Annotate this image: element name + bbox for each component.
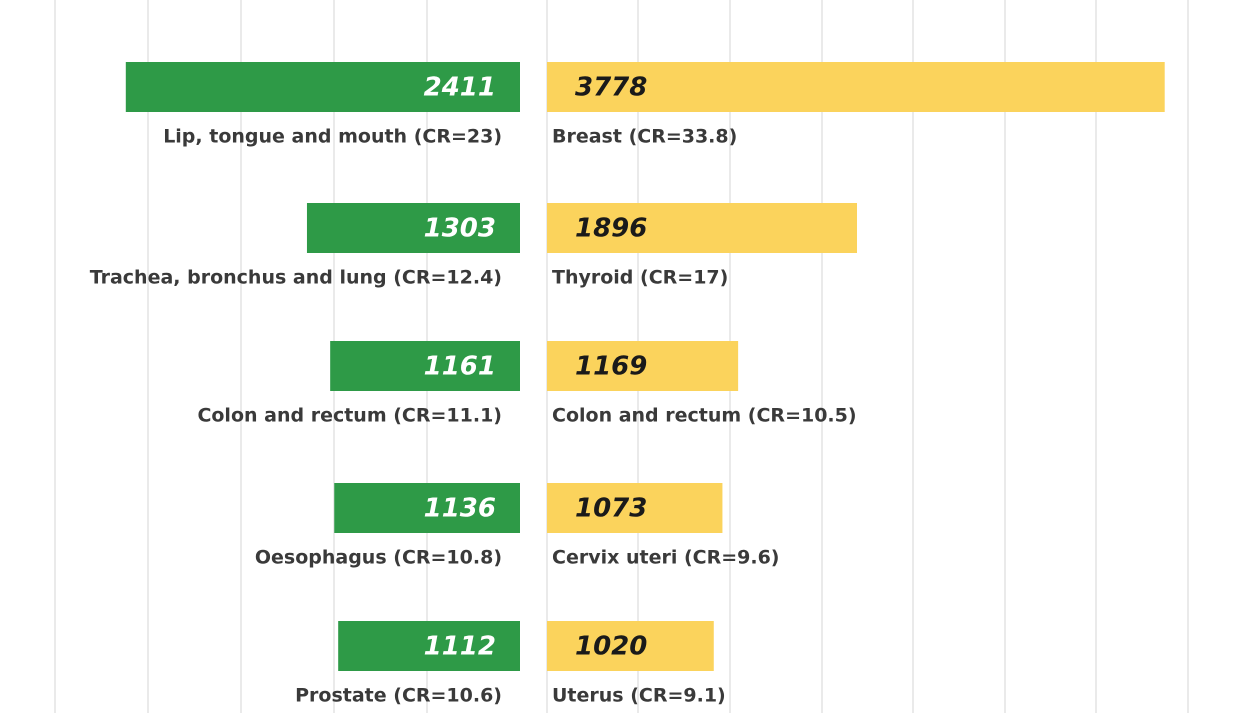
value-label: 1169 bbox=[575, 352, 647, 382]
category-label: Colon and rectum (CR=10.5) bbox=[552, 405, 857, 427]
category-label: Uterus (CR=9.1) bbox=[552, 685, 726, 707]
value-label: 3778 bbox=[575, 73, 647, 103]
value-label: 1112 bbox=[424, 632, 496, 662]
value-label: 1020 bbox=[575, 632, 647, 662]
category-label: Colon and rectum (CR=11.1) bbox=[197, 405, 502, 427]
value-label: 1073 bbox=[575, 494, 647, 524]
category-label: Thyroid (CR=17) bbox=[552, 267, 728, 289]
value-label: 1303 bbox=[424, 214, 496, 244]
category-label: Breast (CR=33.8) bbox=[552, 126, 737, 148]
value-label: 2411 bbox=[424, 73, 496, 103]
category-label: Oesophagus (CR=10.8) bbox=[255, 547, 502, 569]
value-label: 1896 bbox=[575, 214, 647, 244]
category-label: Lip, tongue and mouth (CR=23) bbox=[163, 126, 502, 148]
chart: 2411 Lip, tongue and mouth (CR=23) 1303 Tra… bbox=[0, 0, 1239, 713]
value-label: 1161 bbox=[424, 352, 496, 382]
category-label: Cervix uteri (CR=9.6) bbox=[552, 547, 779, 569]
category-label: Trachea, bronchus and lung (CR=12.4) bbox=[90, 267, 502, 289]
category-label: Prostate (CR=10.6) bbox=[295, 685, 502, 707]
value-label: 1136 bbox=[424, 494, 496, 524]
page: {"chart_data": {"type": "butterfly", "xl… bbox=[0, 0, 1239, 713]
